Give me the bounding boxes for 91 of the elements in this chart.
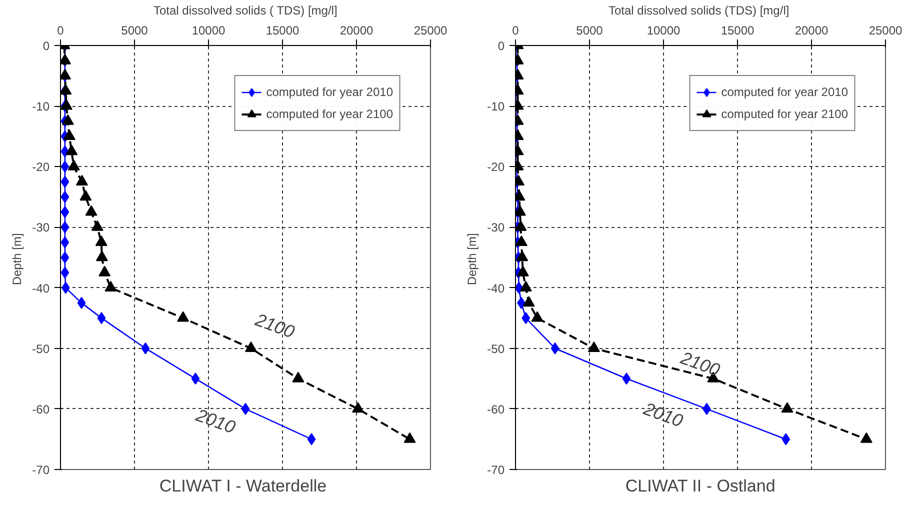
point [60, 176, 70, 188]
point [292, 372, 304, 382]
point [96, 250, 108, 262]
point [60, 206, 70, 218]
point [588, 342, 600, 352]
text: CLIWAT II - Ostland [625, 476, 776, 496]
text: CLIWAT I - Waterdelle [159, 476, 327, 496]
point [80, 190, 92, 201]
point [62, 114, 74, 125]
y-tick-label: -30 [487, 220, 505, 235]
point [60, 266, 70, 279]
y-tick-label: -50 [32, 342, 50, 356]
x-tick-label: 5000 [576, 24, 604, 38]
annotation: 2010 [640, 398, 686, 432]
y-tick-label: -20 [32, 160, 50, 174]
x-tick-label: 0 [57, 24, 64, 38]
point [77, 296, 86, 309]
point [66, 144, 78, 156]
y-tick-label: -30 [32, 220, 50, 235]
y-tick-label: -10 [32, 100, 50, 114]
point [622, 372, 631, 385]
point [516, 250, 528, 262]
x-tick-label: 15000 [266, 24, 300, 38]
y-axis-title: Depth [m] [465, 233, 480, 286]
point [60, 160, 70, 173]
point [85, 205, 98, 216]
point [307, 433, 316, 446]
y-tick-label: -20 [487, 160, 505, 174]
point [352, 402, 364, 413]
point [516, 220, 527, 231]
point [63, 130, 76, 140]
point [97, 312, 106, 324]
point [76, 174, 88, 186]
x-tick-label: 20000 [794, 24, 829, 38]
x-tick-label: 20000 [340, 24, 374, 38]
point [404, 432, 416, 443]
point [244, 342, 257, 352]
point [141, 342, 150, 354]
point [60, 236, 70, 248]
point [522, 296, 535, 307]
point [60, 190, 70, 203]
x-tick-label: 15000 [720, 24, 755, 38]
point [68, 160, 80, 170]
y-tick-label: -40 [487, 281, 505, 296]
y-tick-label: -50 [487, 342, 505, 356]
point [60, 84, 72, 95]
y-tick-label: -10 [487, 100, 505, 114]
point [520, 280, 532, 292]
y-tick-label: -60 [32, 402, 50, 416]
annotation: 2010 [192, 404, 238, 438]
x-tick-label: 10000 [646, 24, 681, 38]
y-tick-label: -70 [487, 463, 505, 477]
point [95, 236, 108, 246]
point [522, 312, 530, 324]
point [104, 280, 117, 292]
y-tick-label: -70 [32, 463, 50, 477]
legend-label: computed for year 2010 [266, 85, 393, 99]
x-tick-label: 0 [512, 24, 520, 38]
legend-label: computed for year 2010 [721, 85, 848, 99]
point [516, 266, 529, 276]
point [516, 236, 528, 246]
legend-label: computed for year 2100 [721, 107, 848, 121]
point [550, 342, 560, 354]
point [191, 372, 200, 385]
point [516, 205, 526, 216]
point [781, 402, 794, 413]
point [531, 311, 544, 322]
y-tick-label: -40 [32, 281, 50, 296]
x-axis-title: Total dissolved solids (TDS) [mg/l] [608, 4, 790, 18]
x-axis-title: Total dissolved solids ( TDS) [mg/l] [153, 4, 338, 18]
x-tick-label: 25000 [868, 24, 903, 38]
annotation: 2100 [677, 347, 723, 380]
point [860, 432, 872, 443]
y-axis-title: Depth [m] [10, 233, 24, 286]
point [241, 402, 250, 415]
point [782, 433, 790, 446]
annotation: 2100 [252, 309, 298, 342]
point [98, 266, 111, 276]
legend-label: computed for year 2100 [266, 107, 393, 121]
point [60, 221, 70, 234]
point [60, 252, 70, 264]
x-tick-label: 5000 [121, 24, 148, 38]
point [91, 220, 104, 231]
point [60, 99, 72, 110]
x-tick-label: 25000 [414, 24, 448, 38]
point [516, 190, 526, 201]
y-tick-label: -60 [487, 402, 505, 416]
point [177, 311, 190, 322]
y-tick-label: 0 [498, 39, 505, 53]
x-tick-label: 10000 [192, 24, 226, 38]
y-tick-label: 0 [42, 39, 50, 53]
